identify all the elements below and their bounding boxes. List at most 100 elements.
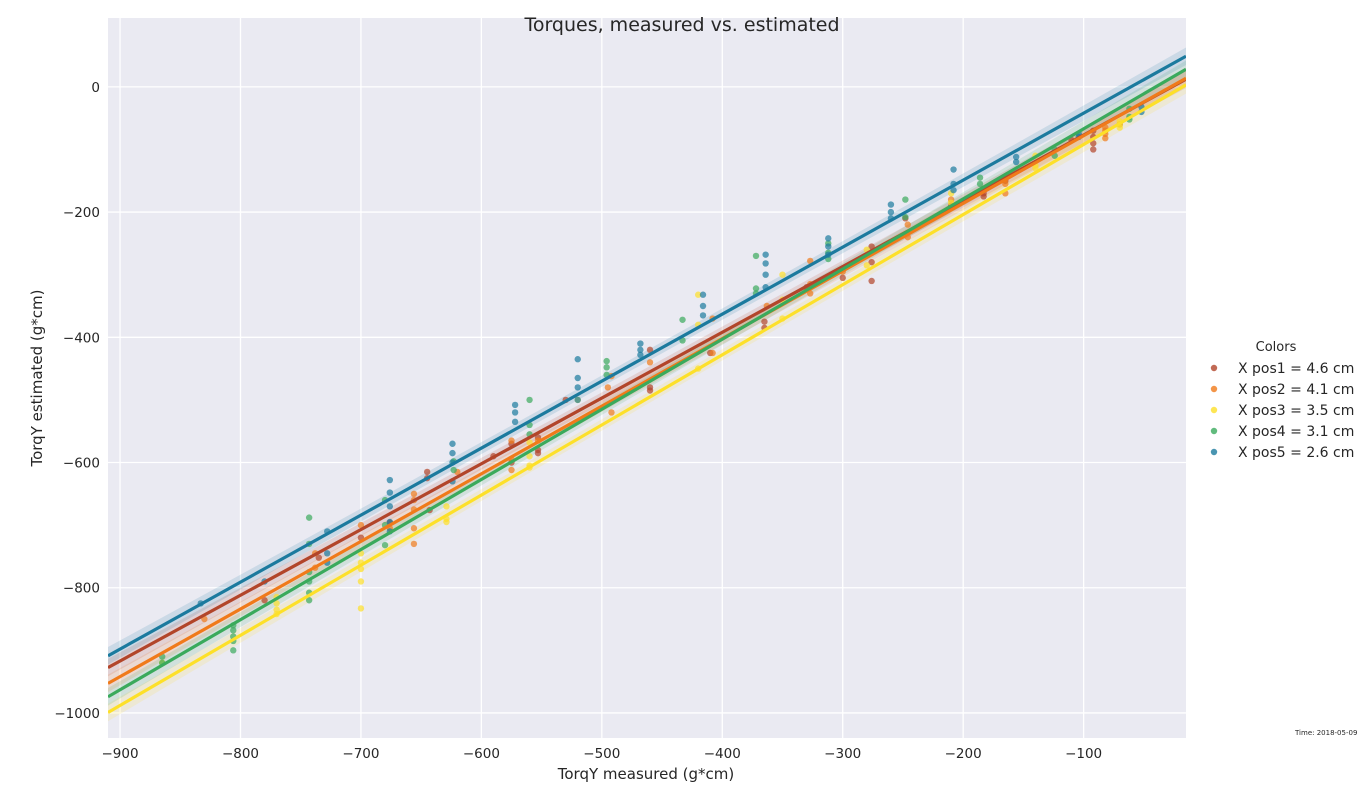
- x-tick-label: −200: [945, 746, 982, 762]
- legend-marker: [1210, 406, 1218, 414]
- scatter-point: [904, 221, 911, 228]
- scatter-point: [825, 235, 832, 242]
- scatter-point: [410, 490, 418, 498]
- scatter-point: [762, 271, 769, 278]
- y-axis-label: TorqY estimated (g*cm): [28, 289, 46, 467]
- chart-title: Torques, measured vs. estimated: [523, 14, 839, 36]
- legend-label: X pos2 = 4.1 cm: [1238, 382, 1354, 398]
- scatter-point: [574, 356, 581, 363]
- scatter-point: [511, 409, 519, 416]
- scatter-point: [305, 597, 313, 604]
- scatter-point: [646, 359, 654, 366]
- time-label: Time: 2018-05-09: [1294, 729, 1357, 737]
- scatter-point: [646, 346, 654, 354]
- legend-label: X pos1 = 4.6 cm: [1238, 361, 1354, 377]
- scatter-point: [410, 540, 418, 548]
- legend-label: X pos4 = 3.1 cm: [1238, 424, 1354, 440]
- scatter-point: [410, 525, 418, 532]
- scatter-point: [574, 374, 581, 382]
- scatter-point: [1012, 158, 1020, 166]
- scatter-point: [637, 340, 644, 347]
- scatter-point: [357, 578, 365, 585]
- scatter-point: [699, 291, 707, 298]
- scatter-point: [230, 647, 237, 654]
- y-axis-ticks: 0 −200 −400 −600 −800 −1000: [54, 80, 100, 722]
- scatter-point: [574, 384, 581, 391]
- scatter-point: [423, 468, 431, 476]
- legend-title: Colors: [1256, 340, 1297, 355]
- x-tick-label: −900: [101, 746, 138, 762]
- scatter-point: [526, 396, 533, 404]
- scatter-point: [679, 316, 686, 323]
- scatter-point: [386, 503, 394, 510]
- scatter-point: [381, 541, 389, 549]
- scatter-point: [273, 606, 280, 613]
- scatter-point: [637, 351, 644, 359]
- scatter-point: [315, 554, 322, 561]
- scatter-point: [508, 437, 515, 444]
- x-tick-label: −100: [1065, 746, 1102, 762]
- scatter-point: [694, 291, 702, 298]
- scatter-point: [526, 453, 533, 460]
- scatter-point: [762, 251, 769, 258]
- scatter-point: [980, 193, 987, 200]
- scatter-point: [443, 518, 450, 526]
- y-tick-label: 0: [91, 80, 100, 96]
- scatter-point: [709, 349, 716, 357]
- scatter-point: [779, 271, 786, 278]
- y-tick-label: −1000: [54, 706, 100, 722]
- x-axis-ticks: −900 −800 −700 −600 −500 −400 −300 −200 −100: [101, 746, 1102, 762]
- scatter-point: [511, 418, 519, 426]
- y-tick-label: −200: [63, 205, 100, 221]
- scatter-point: [450, 466, 457, 474]
- scatter-point: [761, 318, 768, 325]
- scatter-point: [230, 627, 237, 634]
- scatter-point: [887, 201, 895, 208]
- scatter-point: [976, 180, 984, 188]
- scatter-point: [752, 252, 760, 260]
- scatter-point: [273, 600, 280, 607]
- scatter-point: [699, 312, 707, 319]
- legend-marker: [1210, 385, 1218, 393]
- scatter-point: [604, 384, 612, 391]
- plot-area: [108, 18, 1186, 738]
- scatter-point: [646, 387, 654, 394]
- scatter-point: [976, 174, 984, 181]
- scatter-point: [762, 260, 769, 267]
- scatter-point: [699, 302, 707, 310]
- scatter-point: [839, 274, 846, 282]
- x-tick-label: −500: [583, 746, 620, 762]
- scatter-point: [825, 243, 832, 250]
- legend-label: X pos3 = 3.5 cm: [1238, 403, 1354, 419]
- scatter-point: [261, 597, 268, 604]
- scatter-point: [324, 550, 331, 557]
- y-tick-label: −400: [63, 330, 100, 346]
- scatter-point: [386, 489, 394, 496]
- scatter-point: [1012, 153, 1020, 161]
- x-axis-label: TorqY measured (g*cm): [557, 765, 734, 783]
- scatter-point: [511, 401, 519, 409]
- x-tick-label: −300: [824, 746, 861, 762]
- regression-line: [108, 67, 1186, 699]
- x-tick-label: −700: [342, 746, 379, 762]
- scatter-point: [386, 476, 394, 484]
- scatter-point: [357, 521, 365, 529]
- scatter-point: [508, 466, 515, 474]
- scatter-point: [637, 346, 644, 354]
- scatter-point: [752, 285, 760, 292]
- scatter-point: [357, 605, 365, 612]
- scatter-point: [449, 449, 456, 457]
- scatter-point: [950, 186, 957, 194]
- scatter-point: [608, 409, 615, 416]
- regression-line: [108, 54, 1186, 658]
- scatter-point: [950, 166, 957, 173]
- scatter-point: [887, 208, 895, 216]
- scatter-point: [305, 514, 313, 521]
- regression-line: [108, 83, 1186, 714]
- scatter-point: [603, 364, 610, 371]
- y-tick-label: −600: [63, 456, 100, 472]
- x-tick-label: −600: [463, 746, 500, 762]
- legend-label: X pos5 = 2.6 cm: [1238, 445, 1354, 461]
- scatter-point: [863, 262, 871, 269]
- grid-lines: [108, 18, 1186, 738]
